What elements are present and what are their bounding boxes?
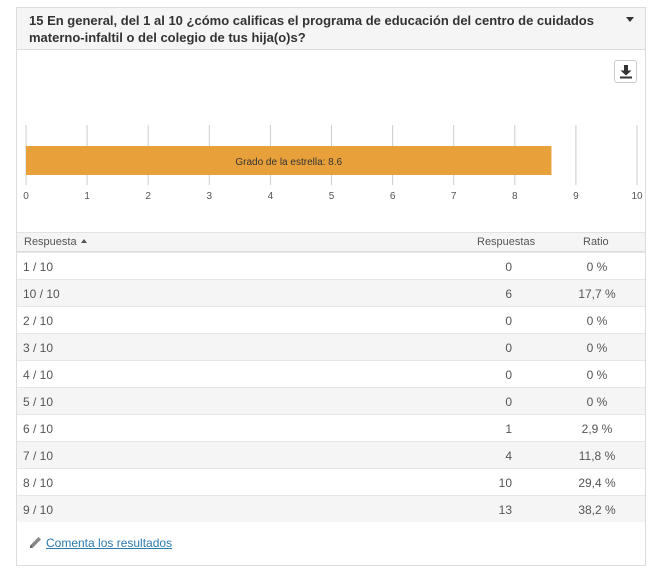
x-tick-label: 4 [268,191,274,202]
table-row: 10 / 10 6 17,7 % [17,279,645,306]
cell-response: 5 / 10 [23,395,54,409]
cell-count: 0 [505,341,512,355]
cell-count: 0 [505,314,512,328]
x-tick-label: 5 [329,191,335,202]
cell-ratio: 0 % [586,260,608,274]
cell-count: 1 [505,422,512,436]
question-header[interactable]: 15 En general, del 1 al 10 ¿cómo calific… [17,8,645,50]
header-ratio: Ratio [583,236,609,248]
cell-ratio: 0 % [586,395,608,409]
cell-count: 4 [505,449,512,463]
cell-count: 0 [505,395,512,409]
cell-ratio: 2,9 % [581,422,613,436]
download-icon [620,65,632,79]
x-tick-label: 2 [145,191,151,202]
chevron-down-icon[interactable] [626,17,634,22]
x-tick-label: 6 [390,191,396,202]
download-button[interactable] [614,60,637,83]
x-tick-label: 8 [512,191,518,202]
table-row: 8 / 10 10 29,4 % [17,468,645,495]
pencil-icon [30,537,41,548]
cell-response: 2 / 10 [23,314,54,328]
x-tick-label: 3 [207,191,213,202]
cell-count: 13 [498,503,512,517]
x-tick-label: 9 [573,191,579,202]
table-row: 4 / 10 0 0 % [17,360,645,387]
cell-response: 1 / 10 [23,260,54,274]
sort-asc-icon [80,239,87,243]
x-tick-label: 1 [84,191,90,202]
results-table: Respuesta Respuestas Ratio 1 / 10 0 0 % 10 … [17,232,645,522]
cell-count: 0 [505,368,512,382]
x-tick-label: 7 [451,191,457,202]
x-tick-label: 10 [631,191,643,202]
table-row: 9 / 10 13 38,2 % [17,495,645,522]
table-row: 2 / 10 0 0 % [17,306,645,333]
cell-ratio: 17,7 % [578,287,616,301]
cell-ratio: 0 % [586,341,608,355]
cell-response: 3 / 10 [23,341,54,355]
cell-count: 6 [505,287,512,301]
cell-response: 10 / 10 [23,287,60,301]
footer: Comenta los resultados [29,536,172,550]
cell-ratio: 11,8 % [578,449,616,463]
header-response[interactable]: Respuesta [24,236,87,248]
cell-count: 0 [505,260,512,274]
table-row: 6 / 10 1 2,9 % [17,414,645,441]
cell-response: 6 / 10 [23,422,54,436]
x-tick-label: 0 [23,191,29,202]
bar-label: Grado de la estrella: 8.6 [235,157,342,168]
rating-bar[interactable] [26,146,552,175]
cell-ratio: 38,2 % [578,503,616,517]
cell-response: 8 / 10 [23,476,54,490]
table-row: 3 / 10 0 0 % [17,333,645,360]
cell-ratio: 0 % [586,314,608,328]
table-row: 1 / 10 0 0 % [17,252,645,279]
question-panel: 15 En general, del 1 al 10 ¿cómo calific… [16,7,646,566]
cell-count: 10 [498,476,512,490]
table-body: 1 / 10 0 0 % 10 / 10 6 17,7 % 2 / 10 0 0 % 3 / 10… [17,252,645,522]
question-title: 15 En general, del 1 al 10 ¿cómo calific… [29,13,594,45]
rating-chart: 0 1 2 3 4 5 6 7 8 9 10 Grado de la estrella: 8.6 [23,125,643,202]
cell-ratio: 29,4 % [578,476,616,490]
comment-results-link[interactable]: Comenta los resultados [46,536,173,550]
table-header: Respuesta Respuestas Ratio [17,232,645,252]
cell-response: 7 / 10 [23,449,54,463]
header-count: Respuestas [477,236,536,248]
cell-response: 9 / 10 [23,503,54,517]
cell-ratio: 0 % [586,368,608,382]
table-row: 5 / 10 0 0 % [17,387,645,414]
cell-response: 4 / 10 [23,368,54,382]
table-row: 7 / 10 4 11,8 % [17,441,645,468]
